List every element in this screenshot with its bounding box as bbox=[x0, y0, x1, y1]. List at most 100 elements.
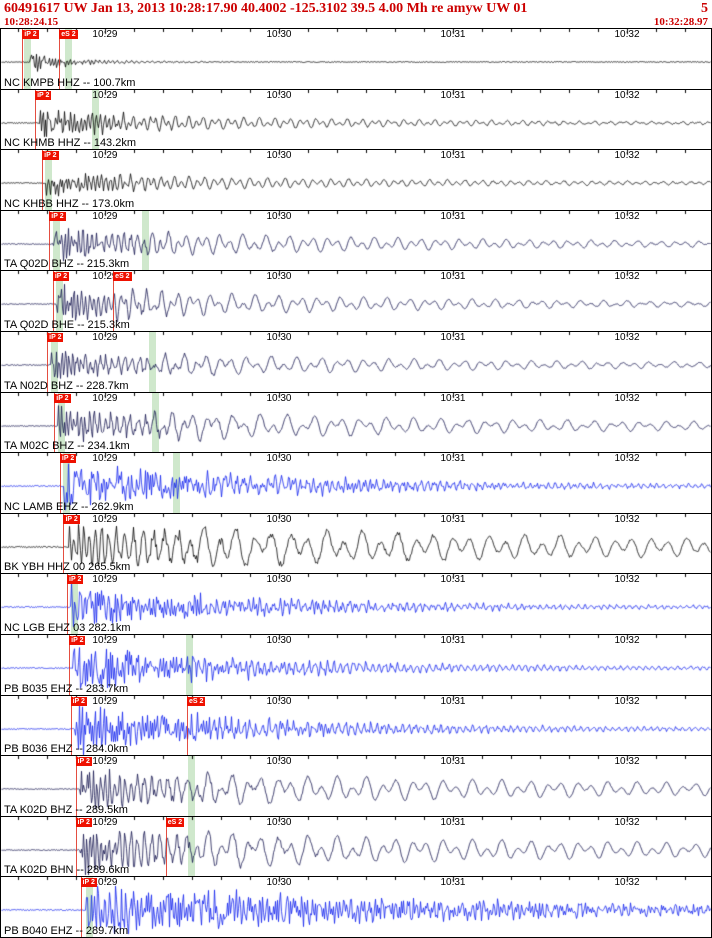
phase-pick-flag[interactable]: iP 2 bbox=[54, 393, 71, 403]
time-tick-label: 10:32 bbox=[614, 756, 640, 768]
time-tick-label: 10:31 bbox=[440, 877, 466, 889]
phase-pick-flag[interactable]: iP 2 bbox=[22, 30, 39, 39]
time-tick-label: 10:32 bbox=[614, 29, 640, 40]
trace-panel[interactable]: 10:29 10:30 10:31 10:32 iP 2 eS 2 NC KMPB HHZ … bbox=[0, 28, 712, 90]
trace-panel[interactable]: 10:29 10:30 10:31 10:32 iP 2 NC LGB EHZ 03 28… bbox=[0, 573, 712, 635]
station-channel-label: TA K02D BHN -- 289.6km bbox=[4, 864, 130, 877]
phase-pick-flag[interactable]: iP 2 bbox=[69, 635, 86, 645]
phase-pick-line[interactable] bbox=[165, 816, 167, 877]
time-tick-label: 10:32 bbox=[614, 392, 640, 404]
time-tick-label: 10:31 bbox=[440, 29, 466, 40]
phase-pick-flag[interactable]: eS 2 bbox=[187, 696, 206, 706]
phase-pick-flag[interactable]: iP 2 bbox=[63, 514, 80, 524]
trace-panel[interactable]: 10:29 10:30 10:31 10:32 iP 2 PB B040 EHZ -- 2… bbox=[0, 876, 712, 938]
time-tick-label: 10:29 bbox=[92, 756, 118, 768]
trace-panel[interactable]: 10:29 10:30 10:31 10:32 iP 2 PB B035 EHZ -- 2… bbox=[0, 633, 712, 696]
trace-panel[interactable]: 10:29 10:30 10:31 10:32 iP 2 NC LAMB EHZ -- 2… bbox=[0, 452, 712, 514]
time-tick-label: 10:31 bbox=[440, 150, 466, 162]
phase-pick-line[interactable] bbox=[49, 210, 51, 271]
phase-pick-flag[interactable]: eS 2 bbox=[59, 30, 78, 39]
phase-pick-line[interactable] bbox=[47, 331, 49, 392]
phase-pick-line[interactable] bbox=[75, 756, 77, 816]
phase-pick-line[interactable] bbox=[69, 634, 71, 695]
phase-pick-line[interactable] bbox=[59, 29, 61, 89]
phase-pick-line[interactable] bbox=[35, 89, 37, 150]
time-tick-label: 10:30 bbox=[266, 634, 292, 646]
waveform-canvas[interactable] bbox=[1, 756, 711, 816]
phase-pick-flag[interactable]: iP 2 bbox=[35, 90, 52, 100]
phase-pick-line[interactable] bbox=[67, 574, 69, 634]
time-tick-label: 10:30 bbox=[266, 695, 292, 707]
phase-pick-line[interactable] bbox=[75, 816, 77, 877]
trace-panel[interactable]: 10:29 10:30 10:31 10:32 iP 2 TA K02D BHZ -- 2… bbox=[0, 755, 712, 817]
waveform-canvas[interactable] bbox=[1, 816, 711, 877]
waveform-canvas[interactable] bbox=[1, 89, 711, 150]
window-end-time: 10:32:28.97 bbox=[653, 16, 708, 28]
phase-pick-flag[interactable]: iP 2 bbox=[59, 454, 77, 464]
time-tick-label: 10:32 bbox=[614, 271, 640, 283]
phase-pick-flag[interactable]: iP 2 bbox=[67, 575, 84, 585]
time-tick-label: 10:31 bbox=[440, 392, 466, 404]
phase-pick-flag[interactable]: iP 2 bbox=[75, 757, 92, 767]
waveform-canvas[interactable] bbox=[1, 513, 711, 574]
time-tick-label: 10:29 bbox=[92, 816, 118, 828]
waveform-canvas[interactable] bbox=[1, 574, 711, 634]
phase-pick-flag[interactable]: eS 2 bbox=[165, 817, 185, 827]
time-tick-label: 10:30 bbox=[266, 210, 292, 222]
phase-pick-line[interactable] bbox=[59, 453, 61, 513]
station-channel-label: TA N02D BHZ -- 228.7km bbox=[4, 379, 129, 392]
time-tick-label: 10:29 bbox=[92, 513, 118, 525]
waveform-canvas[interactable] bbox=[1, 453, 711, 513]
phase-pick-flag[interactable]: iP 2 bbox=[49, 211, 66, 221]
station-channel-label: NC LAMB EHZ -- 262.9km bbox=[4, 500, 134, 513]
trace-panel[interactable]: 10:29 10:30 10:31 10:32 iP 2 eS 2 TA K02D BHN … bbox=[0, 815, 712, 878]
time-tick-label: 10:32 bbox=[614, 877, 640, 889]
trace-panel[interactable]: 10:29 10:30 10:31 10:32 iP 2 eS 2 TA Q02D BHE … bbox=[0, 270, 712, 332]
phase-pick-line[interactable] bbox=[70, 695, 72, 756]
time-tick-label: 10:29 bbox=[92, 331, 118, 343]
page-number: 5 bbox=[701, 1, 708, 16]
waveform-canvas[interactable] bbox=[1, 695, 711, 756]
phase-pick-flag[interactable]: iP 2 bbox=[42, 151, 59, 161]
phase-pick-line[interactable] bbox=[42, 150, 44, 210]
waveform-canvas[interactable] bbox=[1, 392, 711, 453]
phase-pick-line[interactable] bbox=[63, 513, 65, 574]
waveform-canvas[interactable] bbox=[1, 634, 711, 695]
trace-panel[interactable]: 10:29 10:30 10:31 10:32 iP 2 NC KHMB HHZ -- 1… bbox=[0, 88, 712, 151]
time-tick-label: 10:32 bbox=[614, 89, 640, 101]
time-tick-label: 10:29 bbox=[92, 634, 118, 646]
phase-pick-flag[interactable]: iP 2 bbox=[75, 817, 92, 827]
time-tick-label: 10:30 bbox=[266, 513, 292, 525]
time-tick-label: 10:29 bbox=[92, 29, 118, 40]
waveform-canvas[interactable] bbox=[1, 877, 711, 937]
waveform-canvas[interactable] bbox=[1, 210, 711, 271]
phase-pick-line[interactable] bbox=[22, 29, 24, 89]
waveform-canvas[interactable] bbox=[1, 331, 711, 392]
time-tick-label: 10:30 bbox=[266, 816, 292, 828]
time-tick-label: 10:31 bbox=[440, 89, 466, 101]
waveform-canvas[interactable] bbox=[1, 29, 711, 89]
trace-panel[interactable]: 10:29 10:30 10:31 10:32 iP 2 TA M02C BHZ -- 2… bbox=[0, 391, 712, 454]
time-tick-label: 10:29 bbox=[92, 453, 118, 465]
trace-panel[interactable]: 10:29 10:30 10:31 10:32 iP 2 NC KHBB HHZ -- 1… bbox=[0, 149, 712, 211]
phase-pick-flag[interactable]: iP 2 bbox=[52, 272, 70, 282]
trace-panel[interactable]: 10:29 10:30 10:31 10:32 iP 2 BK YBH HHZ 00 26… bbox=[0, 512, 712, 575]
phase-pick-flag[interactable]: iP 2 bbox=[47, 332, 64, 342]
time-tick-label: 10:29 bbox=[92, 574, 118, 586]
waveform-canvas[interactable] bbox=[1, 150, 711, 210]
phase-pick-line[interactable] bbox=[52, 271, 54, 331]
phase-pick-flag[interactable]: iP 2 bbox=[70, 696, 87, 706]
phase-pick-line[interactable] bbox=[113, 271, 115, 331]
trace-panel[interactable]: 10:29 10:30 10:31 10:32 iP 2 TA Q02D BHZ -- 2… bbox=[0, 209, 712, 272]
phase-pick-line[interactable] bbox=[187, 695, 189, 756]
phase-pick-line[interactable] bbox=[80, 877, 82, 937]
trace-panel[interactable]: 10:29 10:30 10:31 10:32 iP 2 TA N02D BHZ -- 2… bbox=[0, 330, 712, 393]
phase-pick-flag[interactable]: iP 2 bbox=[80, 878, 97, 888]
station-channel-label: NC KHMB HHZ -- 143.2km bbox=[4, 137, 137, 150]
phase-pick-flag[interactable]: eS 2 bbox=[113, 272, 132, 282]
time-tick-label: 10:30 bbox=[266, 150, 292, 162]
time-tick-label: 10:30 bbox=[266, 756, 292, 768]
phase-pick-line[interactable] bbox=[54, 392, 56, 453]
time-tick-label: 10:31 bbox=[440, 816, 466, 828]
trace-panel[interactable]: 10:29 10:30 10:31 10:32 iP 2 eS 2 PB B036 EHZ … bbox=[0, 694, 712, 757]
